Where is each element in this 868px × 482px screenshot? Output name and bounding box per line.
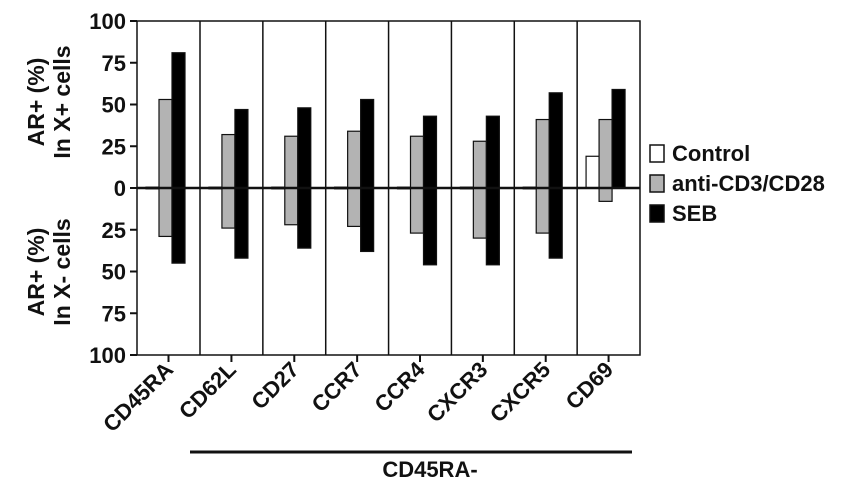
bar-upper-anti-cd3-cd28 (409, 135, 425, 189)
group-label: CD45RA- (382, 457, 477, 482)
y-tick-label: 100 (89, 343, 126, 368)
bar-upper-anti-cd3-cd28 (221, 133, 236, 189)
bar-upper-anti-cd3-cd28 (598, 118, 613, 189)
y-tick-label: 50 (102, 93, 126, 118)
bar-upper-seb (422, 115, 438, 189)
y-tick-label: 75 (102, 51, 126, 76)
bar-lower-seb (234, 187, 249, 259)
y-tick-label: 25 (102, 218, 126, 243)
legend: Control anti-CD3/CD28 SEB (649, 141, 825, 226)
x-category-label: CCR7 (307, 357, 367, 417)
legend-label: Control (672, 141, 750, 166)
bar-lower-seb (360, 187, 375, 253)
bar-upper-anti-cd3-cd28 (284, 135, 299, 189)
bar-lower-anti-cd3-cd28 (158, 187, 173, 238)
bar-lower-anti-cd3-cd28 (535, 187, 550, 234)
y-tick-label: 25 (102, 134, 126, 159)
bar-upper-seb (485, 115, 500, 189)
bar-upper-control (585, 155, 600, 189)
y-tick-label: 75 (102, 301, 126, 326)
bar-lower-anti-cd3-cd28 (598, 187, 613, 202)
x-category-label: CCR4 (369, 356, 430, 417)
y-tick-label: 50 (102, 260, 126, 285)
legend-swatch (649, 174, 665, 193)
bar-upper-seb (548, 92, 563, 189)
x-category-label: CD69 (561, 357, 618, 414)
bar-lower-seb (548, 187, 563, 259)
bar-lower-seb (485, 187, 500, 266)
x-category-label: CXCR3 (422, 357, 492, 427)
bar-lower-anti-cd3-cd28 (284, 187, 299, 226)
bar-upper-seb (234, 108, 249, 189)
bar-lower-anti-cd3-cd28 (409, 187, 425, 234)
bar-lower-anti-cd3-cd28 (472, 187, 487, 239)
bar-upper-anti-cd3-cd28 (472, 140, 487, 189)
y-tick-label: 100 (89, 9, 126, 34)
x-category-label: CD27 (246, 357, 303, 414)
legend-swatch (649, 204, 665, 223)
x-category-label: CXCR5 (485, 357, 555, 427)
bar-lower-seb (171, 187, 186, 264)
bar-upper-seb (360, 98, 375, 189)
y-lower-axis-title-line1: AR+ (%) (23, 228, 49, 317)
y-lower-axis-title-line2: In X- cells (49, 218, 75, 325)
bar-upper-seb (297, 107, 312, 189)
bar-lower-seb (422, 187, 438, 266)
legend-label: anti-CD3/CD28 (672, 171, 825, 196)
bar-upper-seb (611, 88, 626, 189)
y-upper-axis-title-line2: In X+ cells (49, 45, 75, 158)
y-upper-axis-title-line1: AR+ (%) (23, 58, 49, 147)
bar-upper-anti-cd3-cd28 (347, 130, 362, 189)
bar-upper-anti-cd3-cd28 (158, 98, 173, 189)
bar-upper-anti-cd3-cd28 (535, 118, 550, 189)
x-category-label: CD45RA (98, 357, 178, 437)
legend-label: SEB (672, 201, 717, 226)
bar-lower-anti-cd3-cd28 (347, 187, 362, 228)
x-category-label: CD62L (174, 357, 241, 424)
bar-upper-seb (171, 52, 186, 189)
bar-lower-seb (297, 187, 312, 249)
y-tick-label: 0 (114, 176, 126, 201)
bar-lower-anti-cd3-cd28 (221, 187, 236, 229)
legend-swatch (649, 144, 665, 163)
